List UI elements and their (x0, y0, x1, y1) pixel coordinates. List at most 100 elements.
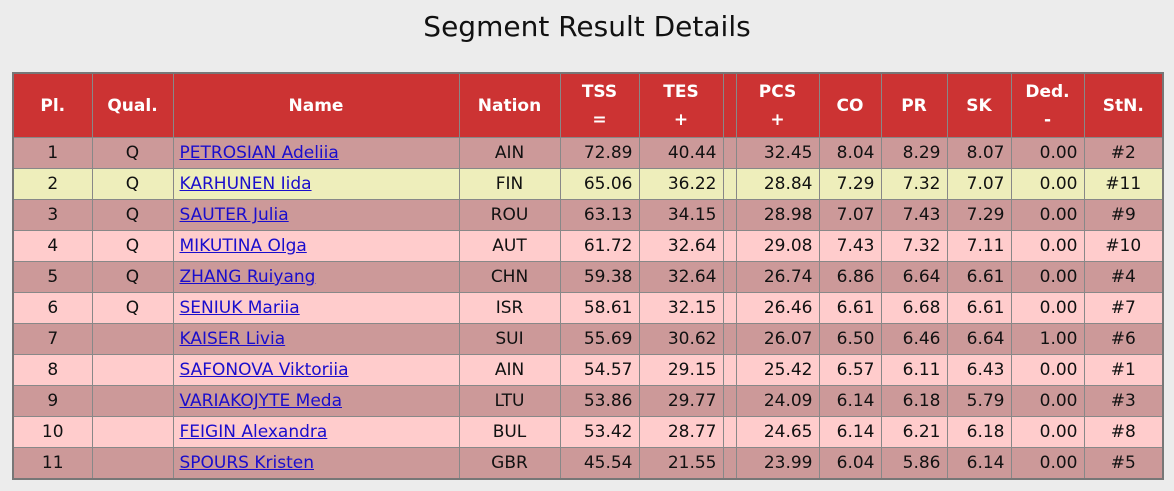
cell: #5 (1083, 447, 1164, 480)
cell: 23.99 (735, 447, 820, 480)
cell: 8.07 (946, 137, 1012, 169)
cell: 32.45 (735, 137, 820, 169)
cell: 6.64 (880, 261, 948, 293)
column-label: StN. (1102, 95, 1144, 116)
cell: AIN (458, 354, 561, 386)
cell: #3 (1083, 385, 1164, 417)
cell: 0.00 (1010, 354, 1085, 386)
cell: 6.61 (946, 261, 1012, 293)
skater-link[interactable]: KAISER Livia (179, 329, 286, 349)
cell: SPOURS Kristen (172, 447, 460, 480)
column-header: Name (172, 72, 460, 138)
cell: Q (91, 292, 174, 324)
cell: 6.50 (818, 323, 882, 355)
cell: 6.86 (818, 261, 882, 293)
column-label: PR (901, 95, 927, 116)
cell: #8 (1083, 416, 1164, 448)
cell: #4 (1083, 261, 1164, 293)
cell: 59.38 (559, 261, 640, 293)
cell: 21.55 (638, 447, 724, 480)
column-label: TSS (581, 81, 618, 102)
cell: 65.06 (559, 168, 640, 200)
page-title: Segment Result Details (423, 10, 751, 43)
cell: 54.57 (559, 354, 640, 386)
cell: GBR (458, 447, 561, 480)
cell: 4 (12, 230, 93, 262)
cell: 8.29 (880, 137, 948, 169)
cell: #2 (1083, 137, 1164, 169)
cell: LTU (458, 385, 561, 417)
cell: 7.07 (946, 168, 1012, 200)
skater-link[interactable]: FEIGIN Alexandra (179, 422, 328, 442)
cell: FIN (458, 168, 561, 200)
cell (91, 416, 174, 448)
skater-link[interactable]: KARHUNEN Iida (179, 174, 312, 194)
skater-link[interactable]: SPOURS Kristen (179, 453, 315, 473)
cell: 6.68 (880, 292, 948, 324)
spacer-cell (722, 230, 737, 262)
column-label: SK (966, 95, 992, 116)
column-label: Name (288, 95, 344, 116)
cell: 6.64 (946, 323, 1012, 355)
cell: 7.32 (880, 230, 948, 262)
cell: 9 (12, 385, 93, 417)
cell: 0.00 (1010, 385, 1085, 417)
cell (91, 385, 174, 417)
cell: 6.14 (818, 385, 882, 417)
spacer-cell (722, 292, 737, 324)
cell: #11 (1083, 168, 1164, 200)
cell: FEIGIN Alexandra (172, 416, 460, 448)
cell: 7 (12, 323, 93, 355)
cell: VARIAKOJYTE Meda (172, 385, 460, 417)
cell: 0.00 (1010, 292, 1085, 324)
skater-link[interactable]: SAFONOVA Viktoriia (179, 360, 349, 380)
cell: 5.79 (946, 385, 1012, 417)
cell: 8 (12, 354, 93, 386)
column-label: Ded. (1025, 81, 1070, 102)
cell: 7.32 (880, 168, 948, 200)
cell: 7.43 (880, 199, 948, 231)
results-table: Pl. Qual. Name Nation TSS = TES + PCS + CO PR SK Ded.… (12, 72, 1164, 480)
column-header: Qual. (91, 72, 174, 138)
cell: ZHANG Ruiyang (172, 261, 460, 293)
cell: 7.11 (946, 230, 1012, 262)
cell: 28.98 (735, 199, 820, 231)
skater-link[interactable]: SENIUK Mariia (179, 298, 300, 318)
cell: 6.11 (880, 354, 948, 386)
cell: AIN (458, 137, 561, 169)
cell: Q (91, 168, 174, 200)
cell: 6.18 (880, 385, 948, 417)
cell: 0.00 (1010, 168, 1085, 200)
skater-link[interactable]: VARIAKOJYTE Meda (179, 391, 343, 411)
cell: 10 (12, 416, 93, 448)
cell: 6.18 (946, 416, 1012, 448)
cell: 6.14 (946, 447, 1012, 480)
cell: ROU (458, 199, 561, 231)
cell: 6.04 (818, 447, 882, 480)
cell: 26.07 (735, 323, 820, 355)
cell (91, 447, 174, 480)
cell: 6.14 (818, 416, 882, 448)
skater-link[interactable]: SAUTER Julia (179, 205, 289, 225)
cell: 6.21 (880, 416, 948, 448)
result-row: 8 SAFONOVA Viktoriia AIN 54.57 29.15 25.42 6.5… (12, 354, 1164, 386)
cell: 28.77 (638, 416, 724, 448)
cell: 5.86 (880, 447, 948, 480)
cell: BUL (458, 416, 561, 448)
cell: 6.61 (946, 292, 1012, 324)
skater-link[interactable]: ZHANG Ruiyang (179, 267, 316, 287)
cell: 1 (12, 137, 93, 169)
cell: 24.09 (735, 385, 820, 417)
column-sign: + (673, 109, 689, 130)
spacer-cell (722, 261, 737, 293)
skater-link[interactable]: PETROSIAN Adeliia (179, 143, 339, 163)
cell: #1 (1083, 354, 1164, 386)
result-row: 2 Q KARHUNEN Iida FIN 65.06 36.22 28.84 7.29 7.3… (12, 168, 1164, 200)
cell: CHN (458, 261, 561, 293)
skater-link[interactable]: MIKUTINA Olga (179, 236, 307, 256)
result-row: 10 FEIGIN Alexandra BUL 53.42 28.77 24.65 6.14… (12, 416, 1164, 448)
cell: 30.62 (638, 323, 724, 355)
cell: 29.77 (638, 385, 724, 417)
column-header: Nation (458, 72, 561, 138)
